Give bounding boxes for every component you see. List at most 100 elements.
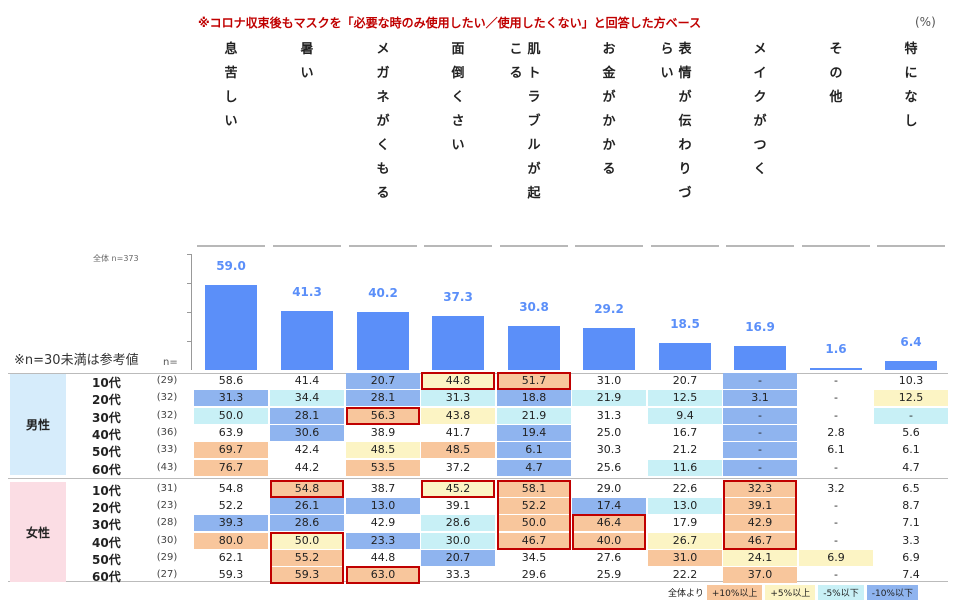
- table-cell: 58.6: [218, 374, 244, 387]
- row-n-value: (28): [156, 517, 178, 529]
- table-cell: 13.0: [346, 498, 420, 515]
- row-age-label: 30代: [92, 410, 121, 425]
- total-n-label: 全体 n=373: [93, 254, 139, 263]
- bar-value-label: 1.6: [825, 341, 847, 356]
- table-cell: 21.2: [672, 443, 698, 457]
- table-cell: 27.6: [596, 551, 622, 564]
- row-age-label: 60代: [92, 462, 121, 477]
- table-cell: 62.1: [218, 551, 244, 564]
- table-cell: 30.0: [421, 532, 495, 549]
- table-cell: 16.7: [672, 425, 698, 439]
- header-underline: [726, 245, 794, 247]
- table-cell: 25.0: [596, 425, 622, 439]
- table-cell: 23.3: [346, 532, 420, 549]
- category-header: メイクがつく: [753, 42, 767, 177]
- table-cell: 22.6: [672, 481, 698, 495]
- header-underline: [802, 245, 870, 247]
- highlight-box: [270, 479, 344, 498]
- table-cell: 37.2: [445, 460, 471, 474]
- table-cell: 29.0: [596, 481, 622, 495]
- bar-value-label: 59.0: [216, 259, 246, 273]
- table-cell: -: [834, 391, 838, 405]
- table-cell: 40.0: [572, 532, 646, 549]
- legend-item: +10%以上: [706, 585, 763, 600]
- table-cell: 25.9: [596, 568, 622, 582]
- table-cell: 31.0: [648, 550, 722, 566]
- row-n-value: (32): [156, 409, 178, 421]
- table-cell: 43.8: [421, 407, 495, 424]
- table-cell: 52.2: [218, 499, 244, 513]
- table-cell: 28.1: [346, 390, 420, 407]
- y-tick: [187, 341, 191, 342]
- table-cell: 11.6: [648, 459, 722, 476]
- header-underline: [575, 245, 643, 247]
- table-cell: 21.9: [572, 390, 646, 407]
- table-cell: 48.5: [346, 442, 420, 459]
- table-cell: 45.2: [421, 480, 495, 497]
- table-cell: 58.1: [497, 480, 571, 497]
- table-cell: 13.0: [648, 498, 722, 515]
- table-separator: [8, 581, 948, 582]
- row-n-value: (23): [156, 500, 178, 512]
- row-n-value: (29): [156, 552, 178, 563]
- table-cell: 76.7: [194, 459, 268, 476]
- table-cell: 31.3: [194, 390, 268, 407]
- category-header: 息苦しい: [224, 42, 238, 129]
- table-cell: 22.2: [672, 568, 698, 582]
- table-cell: -: [723, 442, 797, 459]
- row-n-value: (30): [156, 534, 178, 546]
- table-cell: 6.1: [497, 442, 571, 459]
- table-cell: 42.9: [723, 515, 797, 532]
- table-cell: -: [723, 459, 797, 476]
- table-cell: 6.1: [902, 443, 920, 457]
- category-header: 暑い: [300, 42, 314, 81]
- table-cell: 59.3: [218, 568, 244, 582]
- table-cell: 10.3: [898, 374, 924, 387]
- unit-label: (%): [915, 15, 936, 29]
- table-cell: -: [834, 374, 838, 387]
- highlight-group-box: [723, 479, 797, 550]
- table-cell: 31.3: [596, 408, 622, 422]
- table-cell: 6.1: [827, 443, 845, 457]
- table-cell: 39.1: [723, 498, 797, 515]
- table-cell: 46.4: [572, 515, 646, 532]
- row-age-label: 40代: [92, 427, 121, 442]
- row-n-value: (43): [156, 461, 178, 473]
- table-cell: 55.2: [270, 550, 344, 566]
- row-age-label: 30代: [92, 518, 121, 533]
- table-cell: 34.5: [521, 551, 547, 564]
- bar: [205, 285, 257, 370]
- table-cell: 46.7: [497, 532, 571, 549]
- category-header: その他: [829, 42, 843, 105]
- category-header: メガネがくもる: [376, 42, 390, 201]
- table-cell: 30.6: [270, 424, 344, 441]
- group-female: 女性: [10, 481, 66, 583]
- header-underline: [500, 245, 568, 247]
- table-cell: 7.4: [902, 568, 920, 582]
- table-cell: -: [834, 568, 838, 582]
- table-cell: 26.1: [270, 498, 344, 515]
- bar-value-label: 29.2: [594, 301, 624, 316]
- highlight-box: [346, 566, 420, 585]
- legend-item: -5%以下: [818, 585, 864, 600]
- bar-value-label: 18.5: [670, 317, 700, 332]
- bar: [659, 343, 711, 370]
- table-cell: 54.8: [218, 481, 244, 495]
- chart-title: ※コロナ収束後もマスクを「必要な時のみ使用したい／使用したくない」と回答した方ベ…: [198, 16, 702, 30]
- table-cell: 28.1: [270, 407, 344, 424]
- table-cell: 31.0: [596, 374, 622, 387]
- table-cell: 44.8: [421, 373, 495, 389]
- table-cell: 33.3: [445, 568, 471, 582]
- category-header: 肌トラブルが起: [527, 42, 541, 201]
- table-cell: 54.8: [270, 480, 344, 497]
- bar-value-label: 30.8: [519, 299, 549, 314]
- table-cell: -: [834, 499, 838, 513]
- category-header-overflow: らい: [660, 42, 674, 81]
- table-cell: 28.6: [421, 515, 495, 532]
- table-cell: 37.0: [723, 567, 797, 584]
- table-cell: 26.7: [648, 532, 722, 549]
- table-cell: 7.1: [902, 516, 920, 530]
- table-cell: 20.7: [346, 373, 420, 389]
- table-cell: 8.7: [902, 499, 920, 513]
